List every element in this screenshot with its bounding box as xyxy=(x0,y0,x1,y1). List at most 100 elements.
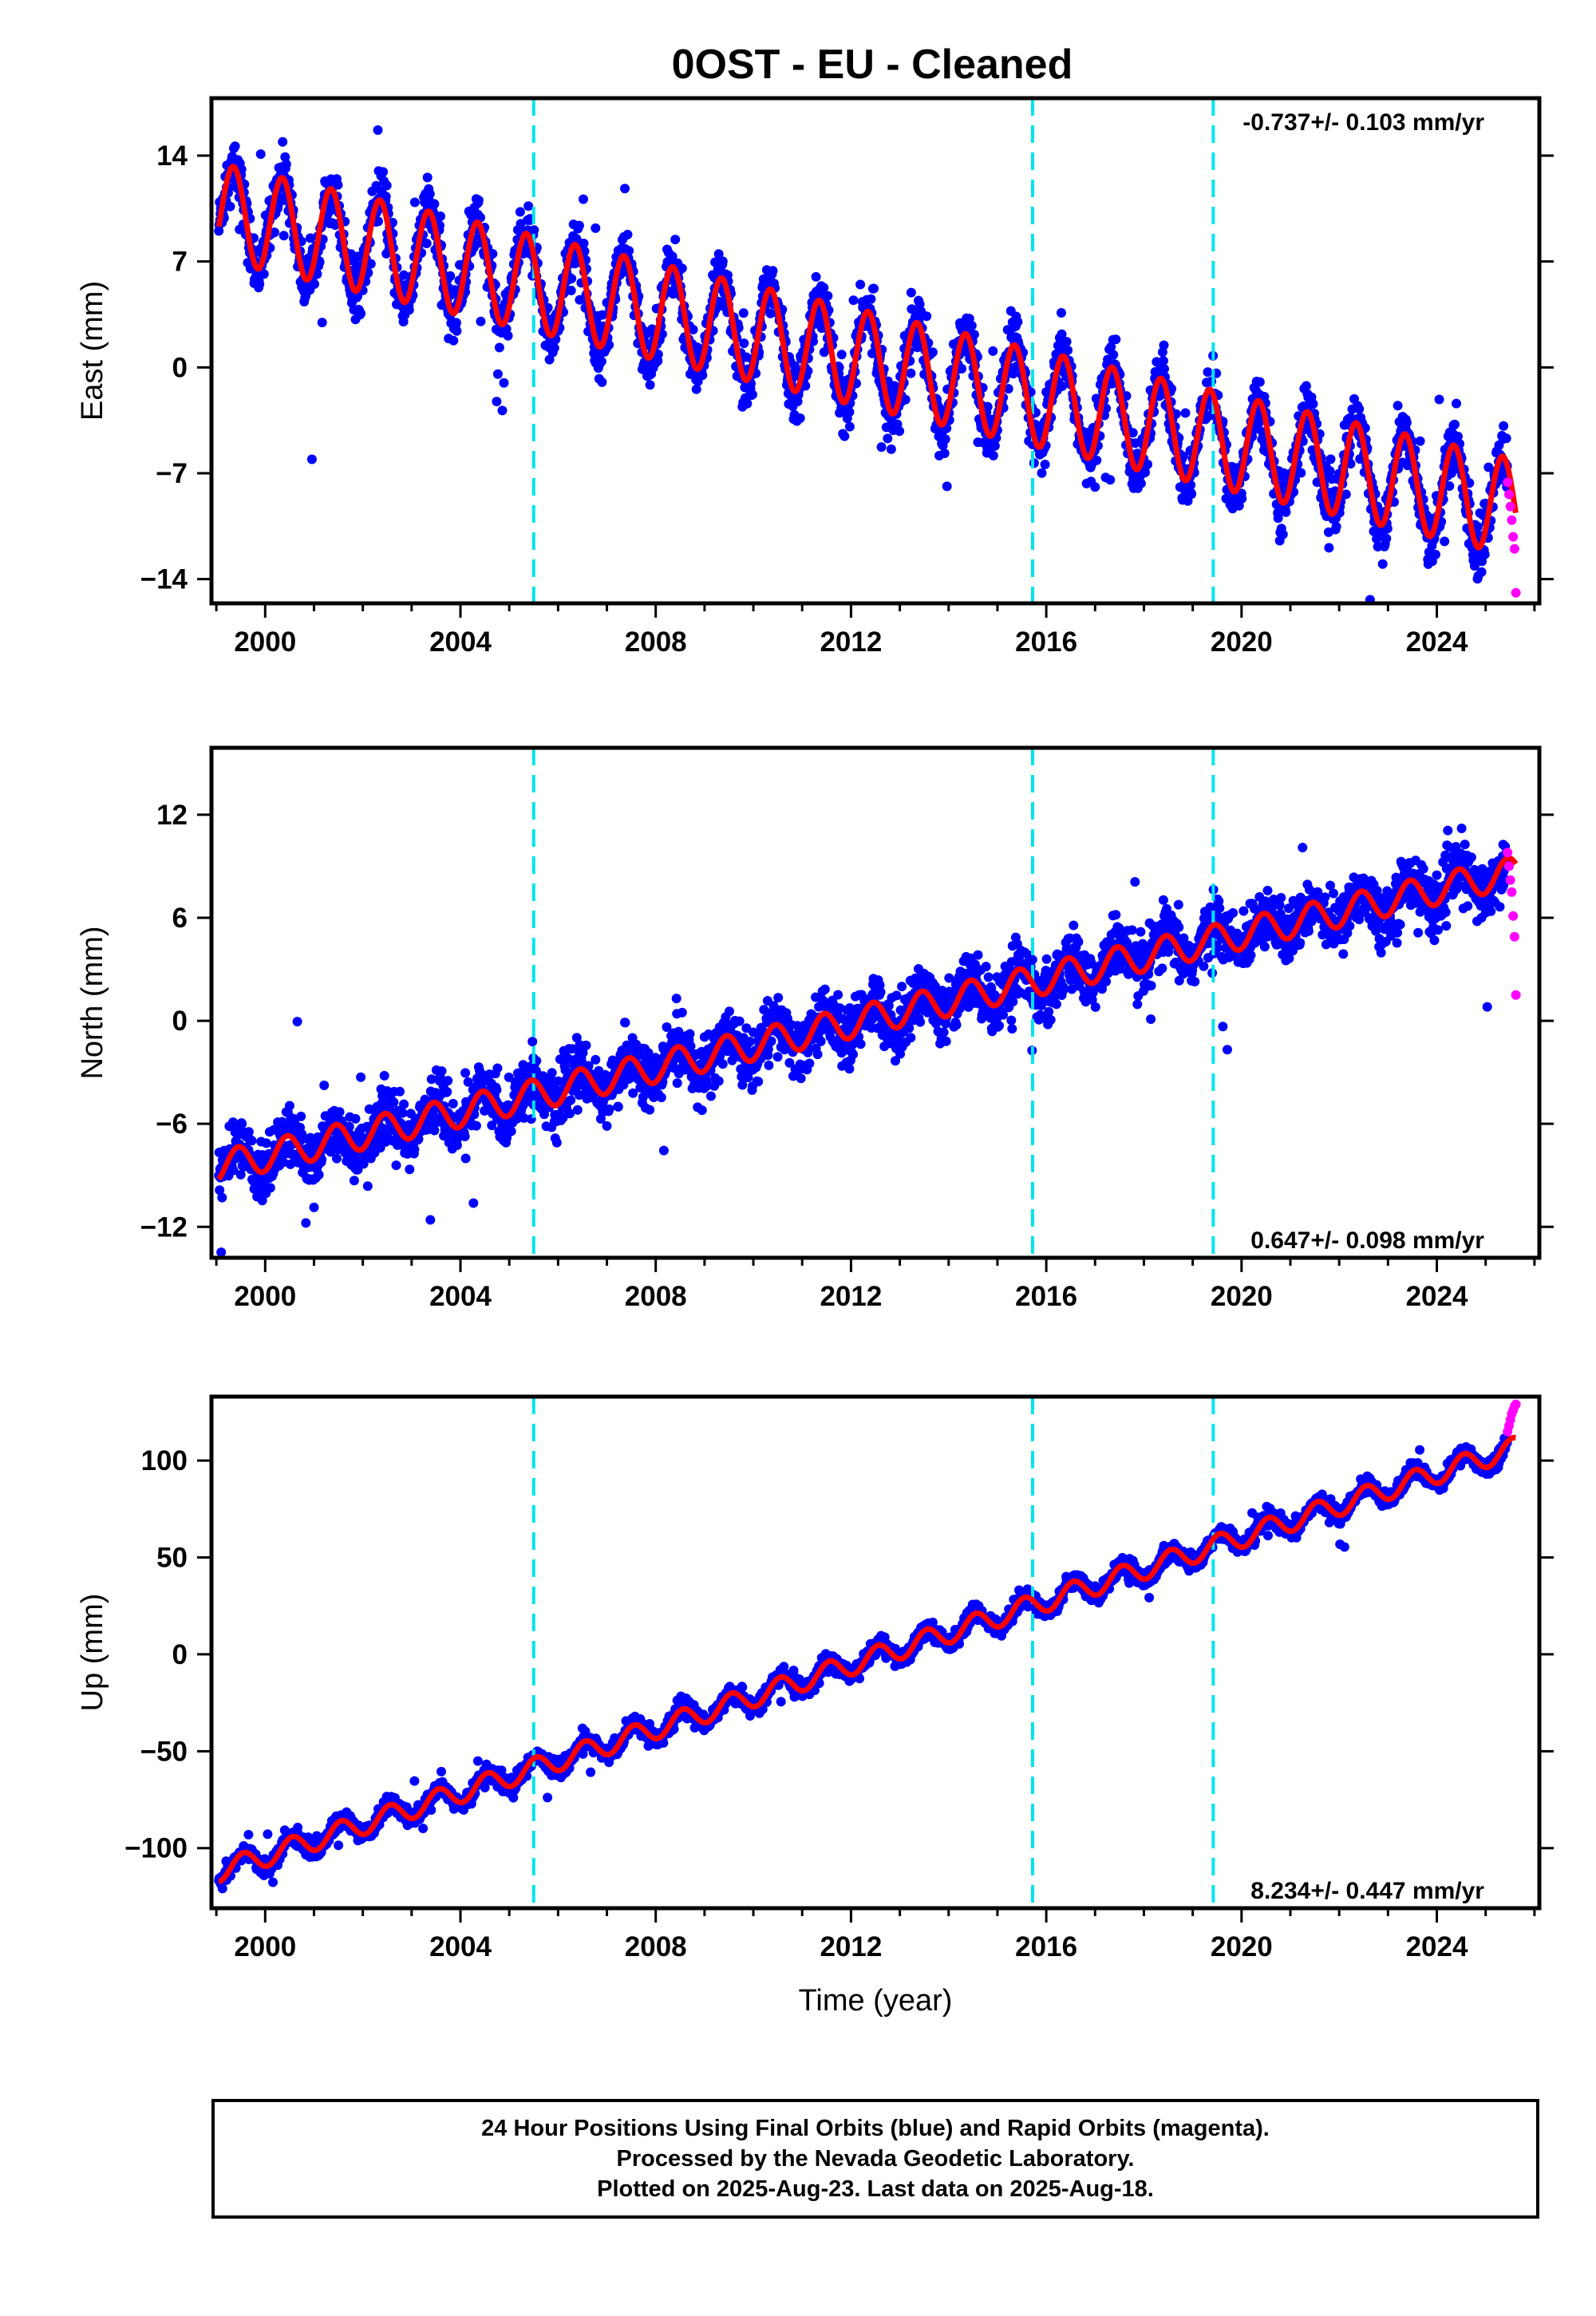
north-data-point xyxy=(745,1037,755,1047)
north-data-point xyxy=(816,1036,826,1046)
east-data-point xyxy=(957,364,967,373)
east-data-point xyxy=(866,294,876,304)
east-rate-label: -0.737+/- 0.103 mm/yr xyxy=(1242,109,1484,136)
east-data-point xyxy=(429,199,440,209)
east-data-point xyxy=(844,407,855,417)
east-data-point xyxy=(404,305,414,315)
east-data-point xyxy=(1377,559,1388,569)
east-data-point xyxy=(1296,468,1306,478)
east-y-tick-label: −14 xyxy=(140,564,188,595)
east-x-tick-label: 2012 xyxy=(820,626,882,658)
north-data-point xyxy=(658,1145,669,1156)
east-data-point xyxy=(1108,350,1119,360)
north-data-point xyxy=(379,1070,389,1081)
east-data-point xyxy=(381,192,391,202)
east-data-point xyxy=(1130,438,1140,449)
east-data-point xyxy=(503,330,513,341)
east-data-point xyxy=(697,370,708,381)
east-data-point xyxy=(867,348,877,358)
east-data-point xyxy=(314,257,325,267)
east-data-point xyxy=(567,274,577,284)
north-data-point xyxy=(332,1153,342,1164)
north-plot-area xyxy=(214,748,1521,1258)
east-data-point xyxy=(488,249,498,259)
north-data-point xyxy=(812,1049,823,1060)
north-data-point xyxy=(764,1060,774,1070)
east-data-point xyxy=(529,225,539,235)
east-data-point xyxy=(1111,334,1121,345)
east-data-point xyxy=(1140,468,1150,477)
north-data-point xyxy=(492,1063,503,1073)
east-x-tick-label: 2008 xyxy=(625,626,687,658)
east-data-point xyxy=(990,441,1000,451)
east-rapid-point xyxy=(1507,515,1517,525)
east-rapid-orbit-points xyxy=(1503,477,1521,598)
east-data-point xyxy=(883,433,893,444)
east-data-point xyxy=(1331,521,1341,532)
north-data-point xyxy=(309,1202,319,1212)
east-data-point xyxy=(713,249,724,259)
east-y-tick-label: −7 xyxy=(156,458,188,489)
east-data-point xyxy=(451,318,461,328)
east-data-point xyxy=(1037,468,1047,478)
north-data-point xyxy=(506,1126,516,1136)
east-data-point xyxy=(604,340,614,350)
north-data-point xyxy=(460,1132,470,1141)
east-data-point xyxy=(1186,480,1196,490)
east-data-point xyxy=(1476,567,1487,577)
north-data-point xyxy=(442,1087,452,1097)
north-data-point xyxy=(426,1074,437,1085)
east-data-point xyxy=(1063,345,1073,355)
north-data-point xyxy=(405,1164,415,1175)
east-data-point xyxy=(768,266,778,276)
north-data-point xyxy=(875,987,886,998)
east-data-point xyxy=(365,259,376,269)
east-data-point xyxy=(1092,455,1102,465)
east-data-point xyxy=(982,401,993,412)
east-data-point xyxy=(473,196,484,205)
east-data-point xyxy=(596,356,606,366)
east-rapid-point xyxy=(1511,587,1521,598)
north-data-point xyxy=(265,1183,275,1193)
east-data-point xyxy=(1159,340,1169,350)
north-data-point xyxy=(237,1119,247,1129)
east-data-point xyxy=(373,216,383,227)
north-data-point xyxy=(356,1072,366,1082)
east-data-point xyxy=(225,201,235,211)
north-data-point xyxy=(602,1120,612,1131)
east-data-point xyxy=(1159,364,1169,374)
north-data-point xyxy=(319,1081,330,1090)
east-data-point xyxy=(1237,493,1247,504)
east-data-point xyxy=(1479,549,1490,559)
east-data-point xyxy=(492,397,502,407)
east-data-point xyxy=(1128,428,1138,438)
north-data-point xyxy=(314,1170,324,1180)
east-data-point xyxy=(1444,481,1455,491)
north-data-point xyxy=(468,1198,479,1208)
east-data-point xyxy=(844,421,855,432)
north-data-point xyxy=(677,1007,687,1018)
east-data-point xyxy=(436,211,445,221)
north-data-point xyxy=(848,1049,858,1060)
north-data-point xyxy=(820,984,830,994)
east-data-point xyxy=(1057,381,1067,391)
east-data-point xyxy=(278,136,288,147)
north-data-point xyxy=(645,1105,655,1115)
east-data-point xyxy=(900,394,911,405)
east-data-point xyxy=(497,405,508,416)
north-data-point xyxy=(581,1040,591,1050)
east-data-point xyxy=(1136,478,1146,488)
north-data-point xyxy=(292,1017,302,1027)
east-data-point xyxy=(823,290,833,301)
east-data-point xyxy=(323,207,334,217)
east-data-point xyxy=(848,295,859,306)
east-data-point xyxy=(281,159,291,169)
north-data-point xyxy=(296,1111,306,1121)
east-data-point xyxy=(876,442,887,453)
north-data-point xyxy=(492,1085,502,1095)
east-data-point xyxy=(1325,454,1336,464)
east-data-point xyxy=(1105,475,1116,485)
east-data-point xyxy=(988,450,998,460)
east-data-point xyxy=(620,184,630,194)
